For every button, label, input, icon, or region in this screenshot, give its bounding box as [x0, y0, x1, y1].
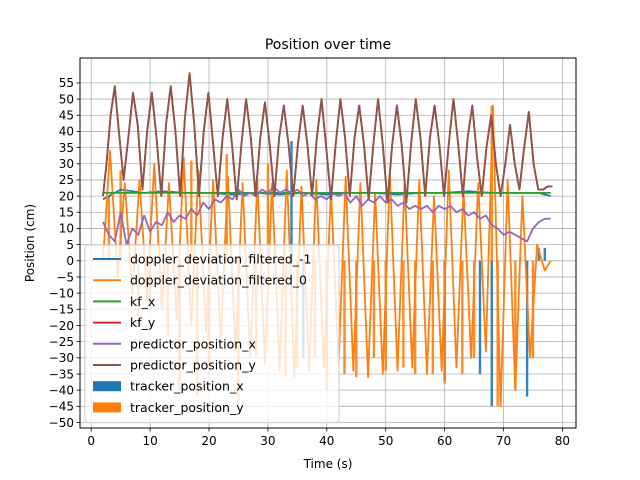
legend-item: kf_x	[93, 294, 155, 309]
y-tick-label: 55	[59, 76, 74, 90]
x-tick-label: 60	[437, 434, 452, 448]
y-tick-label: −50	[49, 416, 74, 430]
legend-label: tracker_position_x	[130, 379, 244, 394]
y-tick-label: −40	[49, 383, 74, 397]
y-tick-label: −35	[49, 367, 74, 381]
plot-frame	[79, 57, 577, 429]
y-tick-label: 30	[59, 157, 74, 171]
y-tick-label: −10	[49, 286, 74, 300]
y-tick-label: −45	[49, 400, 74, 414]
legend-label: kf_x	[130, 294, 155, 309]
bar	[525, 260, 529, 397]
bar	[431, 260, 435, 374]
y-tick-label: 0	[66, 254, 74, 268]
y-tick-label: 10	[59, 222, 74, 236]
x-axis-label: Time (s)	[303, 457, 353, 471]
legend-swatch	[93, 381, 121, 392]
bar	[343, 260, 346, 374]
y-tick-label: 45	[59, 109, 74, 123]
chart-title: Position over time	[265, 37, 391, 53]
bar	[413, 260, 417, 374]
bar	[490, 260, 493, 407]
y-tick-label: −30	[49, 351, 74, 365]
x-tick-label: 70	[496, 434, 511, 448]
bar	[372, 260, 376, 358]
bar	[490, 105, 493, 261]
y-tick-label: 15	[59, 206, 74, 220]
y-tick-label: 35	[59, 141, 74, 155]
bar	[472, 260, 476, 358]
y-tick-label: −15	[49, 303, 74, 317]
legend-label: doppler_deviation_filtered_-1	[130, 252, 312, 267]
legend: doppler_deviation_filtered_-1 doppler_dev…	[84, 244, 340, 424]
legend-item: doppler_deviation_filtered_0	[93, 273, 307, 288]
legend-item: tracker_position_y	[93, 400, 244, 415]
bar	[355, 260, 358, 378]
ticks: 0 10 20 30 40 50 60 70 80−50−45−40−35−30−25−20−1…	[49, 76, 570, 448]
bar	[443, 260, 446, 384]
legend-label: kf_y	[130, 315, 156, 330]
bar	[543, 247, 546, 261]
x-tick-label: 50	[378, 434, 393, 448]
legend-item: predictor_position_x	[93, 336, 256, 351]
bar	[496, 260, 499, 407]
y-tick-label: 5	[66, 238, 74, 252]
x-tick-label: 10	[142, 434, 157, 448]
y-tick-label: −25	[49, 335, 74, 349]
bar	[478, 260, 482, 374]
legend-item: kf_y	[93, 315, 156, 330]
y-axis-label: Position (cm)	[23, 204, 37, 282]
legend-label: predictor_position_x	[130, 336, 256, 351]
bar	[537, 247, 541, 261]
legend-label: doppler_deviation_filtered_0	[130, 273, 307, 288]
y-tick-label: −5	[56, 270, 74, 284]
legend-label: predictor_position_y	[130, 358, 256, 373]
bar	[266, 163, 270, 261]
x-tick-label: 40	[319, 434, 334, 448]
series-predictor-position-x-line	[102, 185, 551, 246]
legend-swatch	[93, 402, 121, 413]
legend-item: predictor_position_y	[93, 358, 256, 373]
legend-label: tracker_position_y	[130, 400, 244, 415]
y-tick-label: 25	[59, 173, 74, 187]
y-tick-label: −20	[49, 319, 74, 333]
legend-item: tracker_position_x	[93, 379, 244, 394]
x-tick-label: 20	[201, 434, 216, 448]
bar	[514, 260, 517, 391]
bar	[402, 260, 405, 368]
bar	[461, 260, 464, 374]
y-tick-label: 50	[59, 92, 74, 106]
series-predictor-position-y-line	[102, 72, 553, 204]
y-tick-label: 20	[59, 189, 74, 203]
bar	[290, 141, 293, 261]
x-tick-label: 0	[87, 434, 95, 448]
x-tick-label: 80	[555, 434, 570, 448]
bar	[107, 196, 111, 261]
x-tick-label: 30	[260, 434, 275, 448]
y-tick-label: 40	[59, 125, 74, 139]
legend-box	[84, 244, 340, 424]
legend-item: doppler_deviation_filtered_-1	[93, 252, 312, 267]
